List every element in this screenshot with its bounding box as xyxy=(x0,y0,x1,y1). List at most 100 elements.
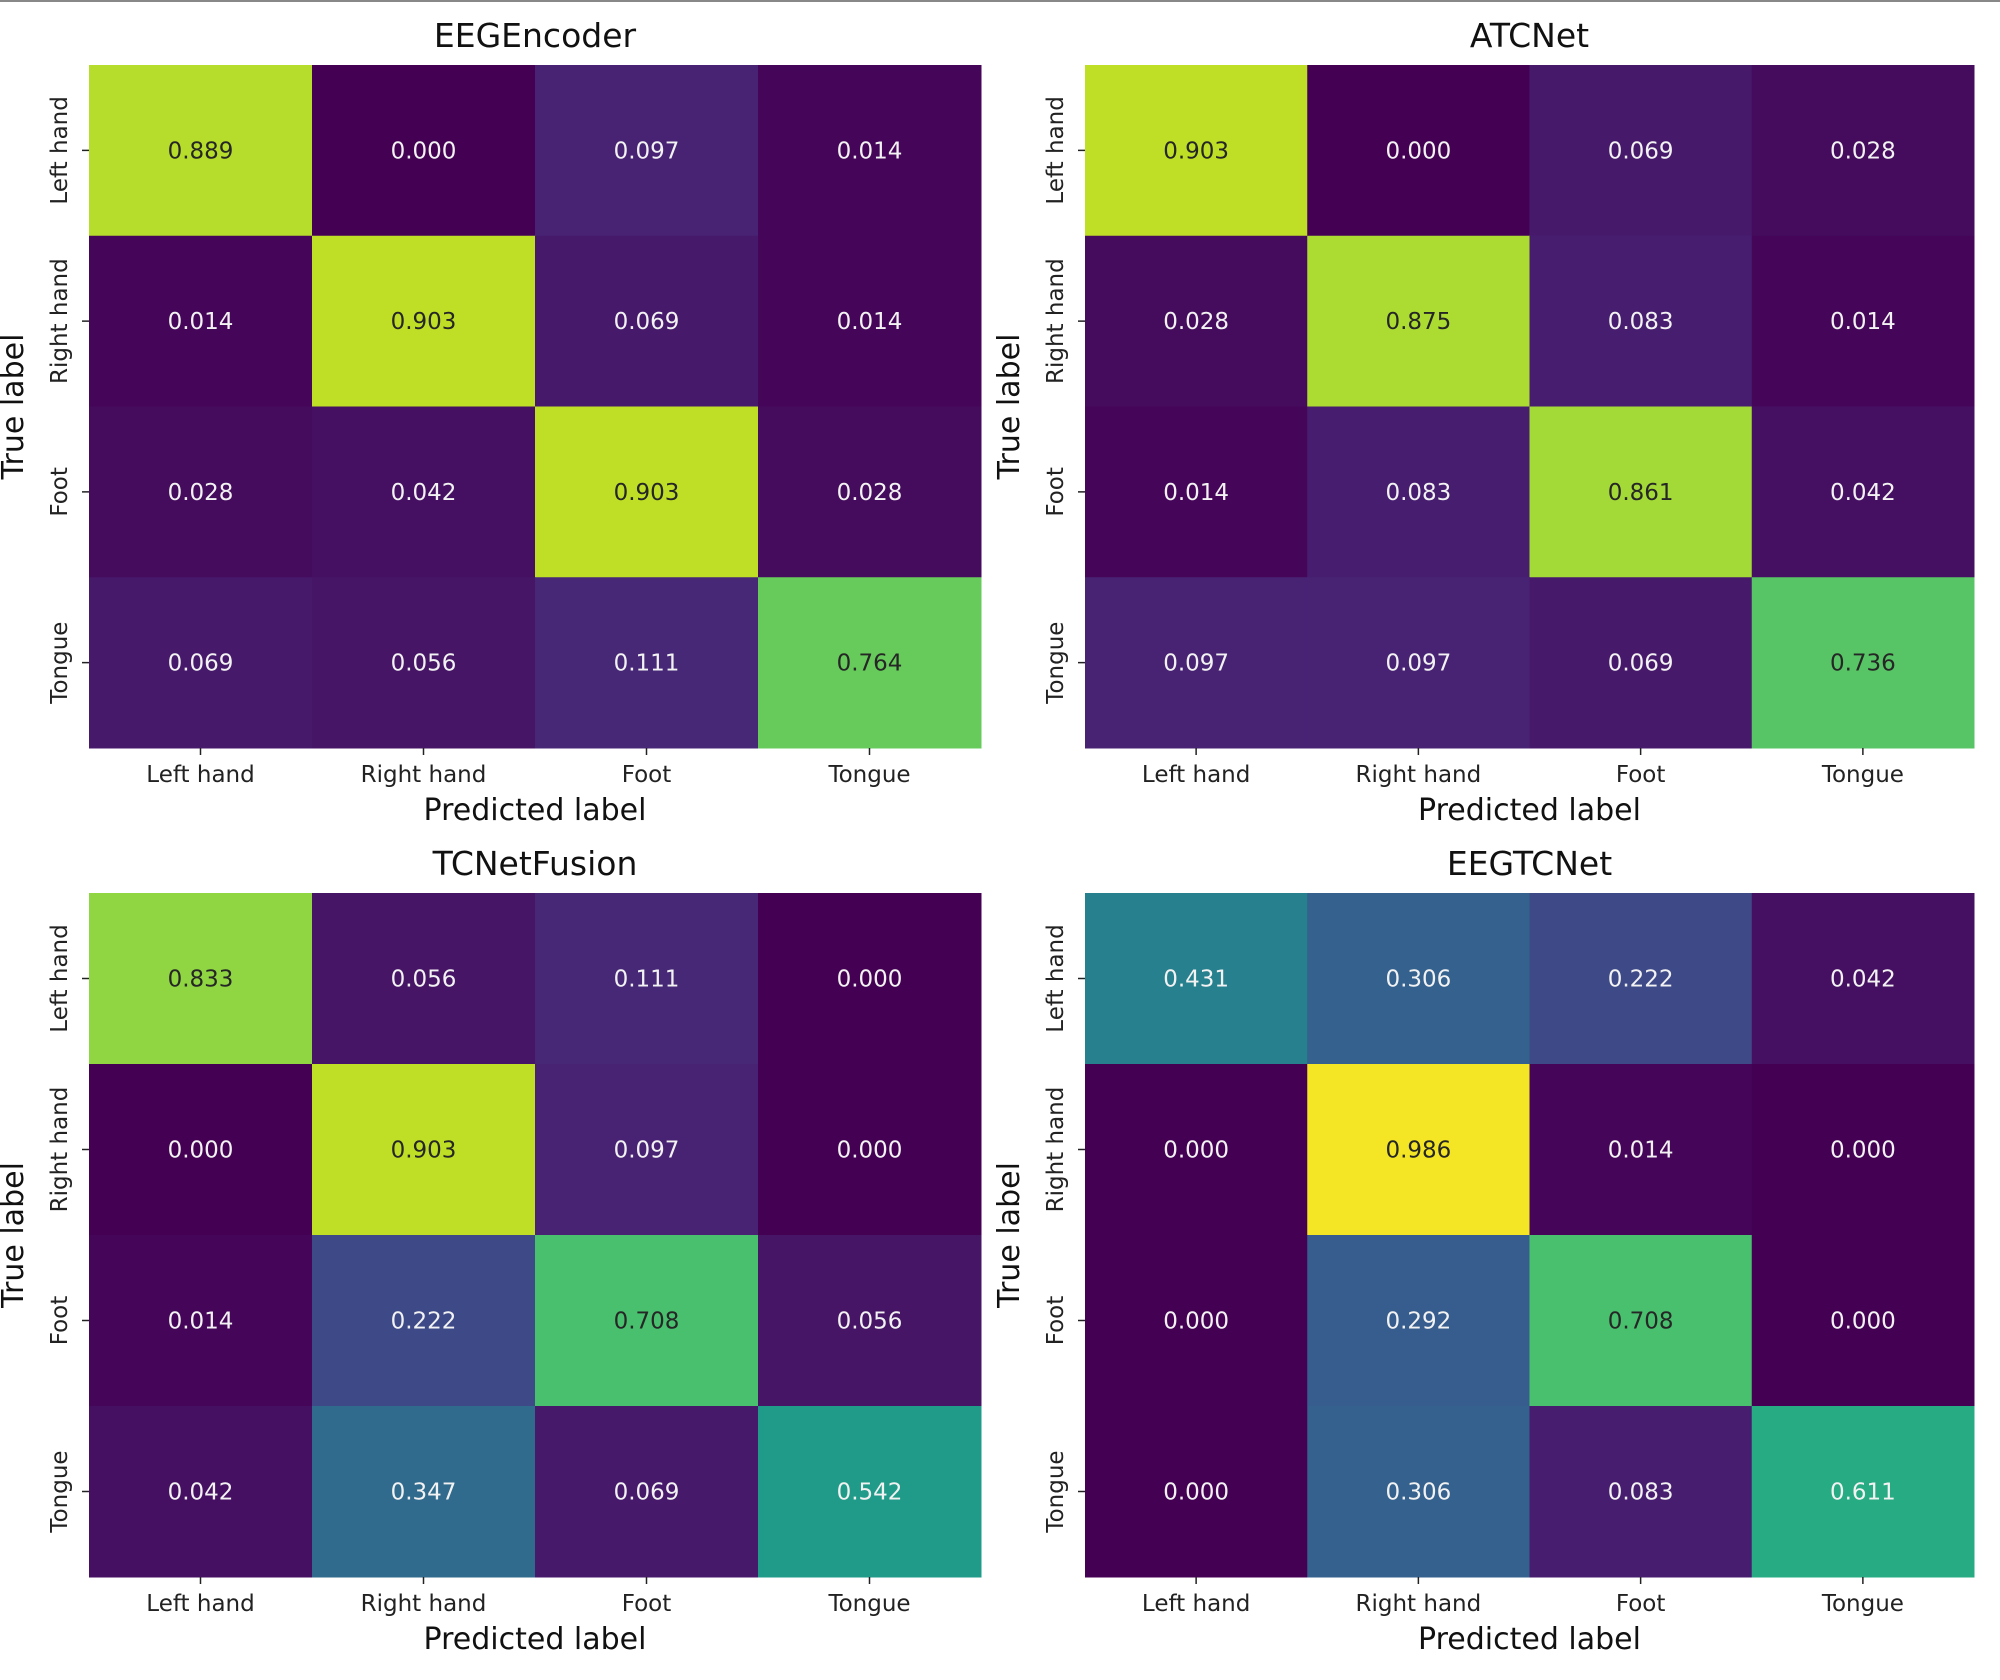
heatmap-cell xyxy=(1529,893,1753,1065)
cell-value-label: 0.000 xyxy=(168,1138,234,1164)
cell-value-label: 0.083 xyxy=(1608,1480,1674,1506)
cell-value-label: 0.014 xyxy=(1163,480,1229,506)
cell-value-label: 0.028 xyxy=(1163,309,1229,335)
x-tick-label: Left hand xyxy=(1142,762,1250,788)
cell-value-label: 0.097 xyxy=(1385,651,1451,677)
cell-value-label: 0.222 xyxy=(1608,967,1674,993)
cell-value-label: 0.431 xyxy=(1163,967,1229,993)
heatmap-cell xyxy=(1307,1064,1530,1236)
cell-value-label: 0.889 xyxy=(168,138,234,164)
cell-value-label: 0.000 xyxy=(1163,1138,1229,1164)
heatmap-cell xyxy=(1307,235,1530,407)
x-tick-label: Foot xyxy=(1616,1591,1666,1617)
heatmap-cell xyxy=(312,577,536,749)
heatmap-cell xyxy=(1529,1406,1753,1578)
y-tick-label: Right hand xyxy=(1043,1087,1069,1213)
y-axis-title: True label xyxy=(0,334,31,481)
x-tick-label: Right hand xyxy=(1356,1591,1482,1617)
heatmap-cell xyxy=(1085,406,1308,578)
heatmap-cell xyxy=(312,235,536,407)
x-axis-title: Predicted label xyxy=(1418,793,1641,828)
cell-value-label: 0.097 xyxy=(614,1138,680,1164)
cell-value-label: 0.069 xyxy=(168,651,234,677)
heatmap-cell xyxy=(535,1406,759,1578)
cell-value-label: 0.708 xyxy=(1608,1309,1674,1335)
cell-value-label: 0.056 xyxy=(837,1309,903,1335)
y-tick-label: Tongue xyxy=(1043,1450,1069,1533)
y-tick-label: Left hand xyxy=(47,924,73,1032)
heatmap-cell xyxy=(1751,65,1975,237)
y-tick-label: Left hand xyxy=(47,96,73,204)
heatmap-cell xyxy=(1307,406,1530,578)
x-axis-title: Predicted label xyxy=(424,793,647,828)
heatmap-cell xyxy=(758,235,982,407)
cell-value-label: 0.306 xyxy=(1385,967,1451,993)
cell-value-label: 0.056 xyxy=(391,651,457,677)
cell-value-label: 0.014 xyxy=(837,309,903,335)
x-axis-title: Predicted label xyxy=(1418,1622,1641,1657)
heatmap-cell xyxy=(1307,65,1530,237)
y-tick-label: Right hand xyxy=(1043,258,1069,384)
heatmap-cell xyxy=(1751,1064,1975,1236)
heatmap-cell xyxy=(1307,893,1530,1065)
cell-value-label: 0.903 xyxy=(614,480,680,506)
x-tick-label: Tongue xyxy=(1821,1591,1904,1617)
heatmap-cell xyxy=(1751,1235,1975,1407)
heatmap-cell xyxy=(1751,235,1975,407)
heatmap-cell xyxy=(758,1406,982,1578)
heatmap-cell xyxy=(89,1235,313,1407)
heatmap-cell xyxy=(312,65,536,237)
heatmap-cell xyxy=(1085,235,1308,407)
heatmap-cell xyxy=(89,406,313,578)
cell-value-label: 0.097 xyxy=(614,138,680,164)
heatmap-cell xyxy=(89,1064,313,1236)
heatmap-cell xyxy=(89,1406,313,1578)
heatmap-cell xyxy=(535,1235,759,1407)
cell-value-label: 0.000 xyxy=(391,138,457,164)
cell-value-label: 0.292 xyxy=(1385,1309,1451,1335)
y-tick-label: Foot xyxy=(47,467,73,517)
panel-title: ATCNet xyxy=(1470,16,1589,55)
heatmap-cell xyxy=(535,65,759,237)
heatmap-cell xyxy=(1529,235,1753,407)
x-tick-label: Right hand xyxy=(361,762,487,788)
y-tick-label: Right hand xyxy=(47,1087,73,1213)
cell-value-label: 0.097 xyxy=(1163,651,1229,677)
cell-value-label: 0.083 xyxy=(1608,309,1674,335)
cell-value-label: 0.028 xyxy=(1830,138,1896,164)
cell-value-label: 0.708 xyxy=(614,1309,680,1335)
heatmap-cell xyxy=(1307,577,1530,749)
cell-value-label: 0.014 xyxy=(168,309,234,335)
cell-value-label: 0.069 xyxy=(1608,651,1674,677)
heatmap-cell xyxy=(89,893,313,1065)
x-axis-title: Predicted label xyxy=(424,1622,647,1657)
y-tick-label: Left hand xyxy=(1043,96,1069,204)
y-tick-label: Tongue xyxy=(47,622,73,705)
cell-value-label: 0.903 xyxy=(1163,138,1229,164)
heatmap-cell xyxy=(312,893,536,1065)
cell-value-label: 0.014 xyxy=(168,1309,234,1335)
cell-value-label: 0.861 xyxy=(1608,480,1674,506)
panel-title: EEGEncoder xyxy=(434,16,637,55)
cell-value-label: 0.347 xyxy=(391,1480,457,1506)
cell-value-label: 0.986 xyxy=(1385,1138,1451,1164)
cell-value-label: 0.042 xyxy=(1830,480,1896,506)
heatmap-cell xyxy=(1751,406,1975,578)
y-axis-title: True label xyxy=(992,334,1027,481)
cell-value-label: 0.014 xyxy=(837,138,903,164)
cell-value-label: 0.000 xyxy=(1830,1309,1896,1335)
heatmap-cell xyxy=(758,406,982,578)
cell-value-label: 0.069 xyxy=(614,1480,680,1506)
heatmap-cell xyxy=(535,235,759,407)
cell-value-label: 0.000 xyxy=(1385,138,1451,164)
cell-value-label: 0.000 xyxy=(1163,1480,1229,1506)
heatmap-cell xyxy=(535,1064,759,1236)
x-tick-label: Foot xyxy=(1616,762,1666,788)
heatmap-cell xyxy=(758,893,982,1065)
cell-value-label: 0.000 xyxy=(1830,1138,1896,1164)
cell-value-label: 0.056 xyxy=(391,967,457,993)
x-tick-label: Left hand xyxy=(146,762,254,788)
cell-value-label: 0.000 xyxy=(1163,1309,1229,1335)
cell-value-label: 0.028 xyxy=(837,480,903,506)
